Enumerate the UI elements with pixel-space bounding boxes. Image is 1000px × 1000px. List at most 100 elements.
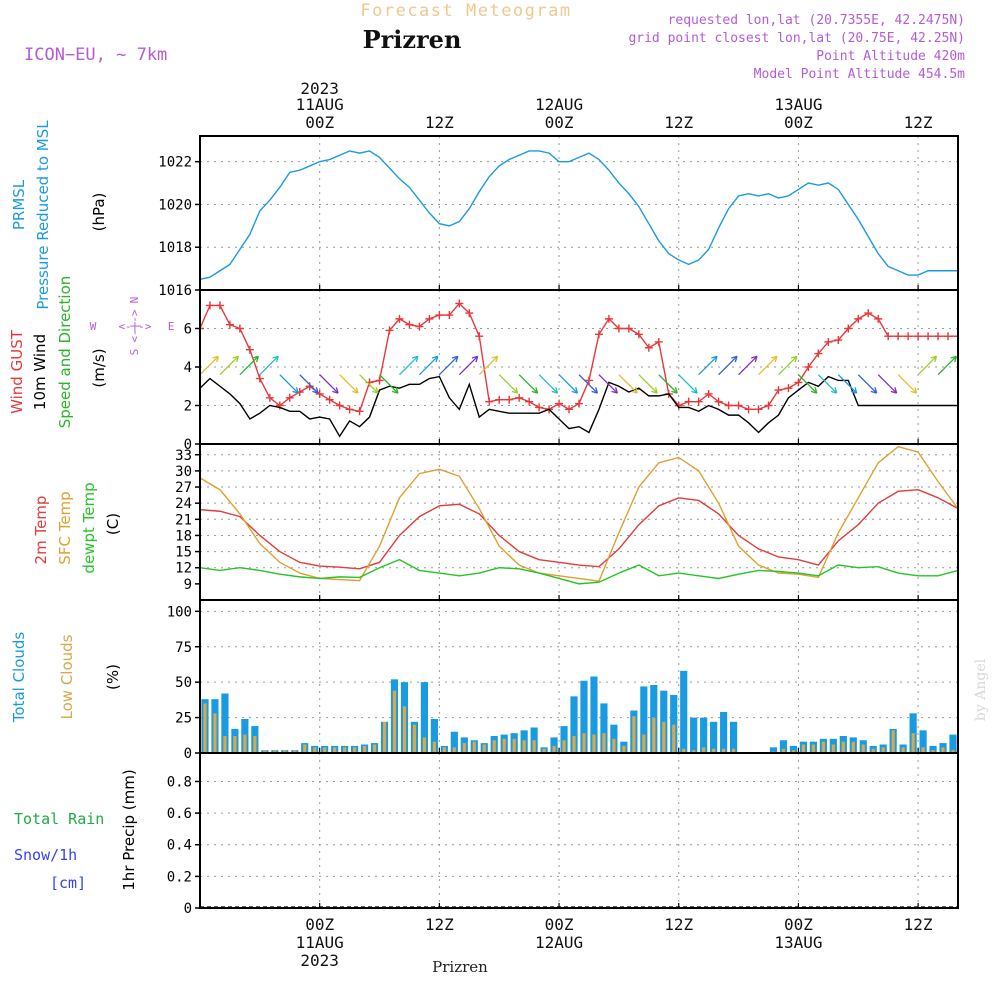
gust-marker <box>285 393 294 402</box>
wind-direction-arrowhead <box>312 387 319 394</box>
temperature-ytick-label: 18 <box>175 528 192 544</box>
gust-marker <box>634 330 643 339</box>
wind-direction-arrowhead <box>292 387 299 394</box>
temperature-ytick-label: 12 <box>175 561 192 577</box>
gust-marker <box>834 336 843 345</box>
bottom-time-label: 12AUG <box>535 933 583 952</box>
sfc-temp-line <box>200 445 958 582</box>
requested-point: requested lon,lat (20.7355E, 42.2475N) <box>668 13 965 28</box>
bottom-time-label: 12Z <box>425 915 454 934</box>
temperature-ytick-label: 27 <box>175 480 192 496</box>
low-clouds-bar <box>532 740 536 753</box>
wind-direction-arrow <box>319 374 339 394</box>
wind-direction-arrowhead <box>930 355 938 363</box>
precip-frame <box>199 752 959 909</box>
wind-ytick-label: 0 <box>184 437 192 453</box>
low-clouds-bar <box>372 744 377 753</box>
temperature-plot-area <box>200 445 958 585</box>
rain-label: Total Rain <box>14 810 104 828</box>
low-clouds-bar <box>572 736 576 753</box>
model-label: ICON−EU, ~ 7km <box>24 45 167 65</box>
gust-marker <box>654 337 663 346</box>
gust-marker <box>614 324 623 333</box>
gust-marker <box>375 376 384 385</box>
low-clouds-bar <box>861 744 865 753</box>
wind-direction-arrowhead <box>950 355 958 363</box>
low-clouds-bar <box>781 748 786 753</box>
clouds-ytick-label: 100 <box>167 604 192 620</box>
gust-marker <box>954 332 958 341</box>
low-clouds-bar <box>512 738 516 753</box>
precip-grid <box>200 753 958 908</box>
clouds-ytick-label: 25 <box>175 711 192 727</box>
gust-marker <box>824 337 833 346</box>
wind-direction-arrowhead <box>731 355 738 363</box>
wind-direction-arrow <box>678 374 698 394</box>
wind-direction-arrow <box>418 355 439 376</box>
precip-ytick-label: 0 <box>184 901 192 917</box>
watermark: by Angel <box>973 658 989 721</box>
low-clouds-bar <box>392 690 397 753</box>
low-clouds-bar <box>642 734 646 753</box>
wind-direction-arrowhead <box>810 387 818 394</box>
2m-temp-line <box>200 489 958 570</box>
low-clouds-bar <box>961 750 964 753</box>
total-clouds-bar <box>570 696 578 753</box>
wind-direction-arrowhead <box>272 355 279 363</box>
clouds-grid <box>200 600 958 753</box>
total-clouds-bar <box>720 711 728 753</box>
temperature-ytick-label: 21 <box>175 512 192 528</box>
top-time-label: 00Z <box>545 113 574 132</box>
low-clouds-bar <box>442 747 446 753</box>
prmsl-label: PRMSL <box>10 179 28 230</box>
wind-direction-arrowhead <box>352 387 359 394</box>
top-time-label: 12Z <box>664 113 693 132</box>
wind-direction-arrow <box>200 355 219 376</box>
gust-marker <box>744 405 753 414</box>
low-clouds-bar <box>901 747 905 753</box>
low-clouds-bar <box>502 738 506 753</box>
wind-direction-arrow <box>718 355 738 376</box>
low-clouds-bar <box>352 747 357 753</box>
gust-marker <box>200 324 204 333</box>
wind-direction-arrowhead <box>332 387 339 394</box>
temperature-ytick-label: 33 <box>175 448 192 464</box>
gust-marker <box>485 397 494 406</box>
total-clouds-bar <box>560 726 568 753</box>
wind-direction-arrow <box>438 355 459 376</box>
total-clouds-bar <box>640 686 648 753</box>
wind-direction-arrow <box>598 374 618 394</box>
gust-marker <box>405 320 414 329</box>
gust-marker <box>684 397 693 406</box>
low-clouds-bar <box>931 750 935 753</box>
compass-vertical-arrow: <-|-> <box>128 309 141 342</box>
low-clouds-bar <box>871 748 875 753</box>
grid-point: grid point closest lon,lat (20.75E, 42.2… <box>628 31 965 46</box>
footer-location: Prizren <box>432 958 488 976</box>
low-clouds-bar <box>333 747 337 753</box>
top-time-label: 00Z <box>784 113 813 132</box>
gust-marker <box>884 332 893 341</box>
low-clouds-bar <box>422 737 427 753</box>
compass-north: N <box>128 297 141 304</box>
bottom-time-label: 12Z <box>664 915 693 934</box>
wind-direction-arrow <box>857 374 878 394</box>
gust-marker <box>584 376 593 385</box>
gust-marker <box>734 401 743 410</box>
wind-direction-arrowhead <box>631 387 638 394</box>
low-clouds-bar <box>472 741 476 753</box>
low-clouds-bar <box>582 733 586 753</box>
low-clouds-bar <box>831 744 835 753</box>
total-clouds-bar <box>690 717 698 753</box>
pressure-plot-area <box>200 150 958 280</box>
gust-marker <box>215 301 224 310</box>
total-clouds-bar <box>909 713 917 753</box>
wind-direction-arrowhead <box>431 355 439 363</box>
low-clouds-bar <box>203 703 207 753</box>
gust-marker <box>495 395 504 404</box>
total-clouds-bar <box>949 734 957 753</box>
gust-marker <box>455 299 464 308</box>
